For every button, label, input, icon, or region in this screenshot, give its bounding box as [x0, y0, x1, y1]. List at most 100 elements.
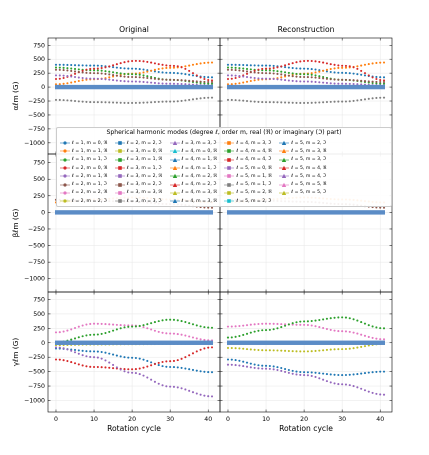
data-point — [371, 391, 374, 394]
data-point — [261, 101, 264, 104]
data-point — [207, 346, 210, 349]
data-point — [188, 354, 191, 357]
data-point — [284, 323, 287, 326]
data-point — [360, 345, 363, 348]
data-point — [169, 71, 172, 74]
data-point — [306, 371, 309, 374]
data-point — [115, 323, 118, 326]
data-point — [356, 65, 359, 68]
data-point — [119, 101, 122, 104]
data-point — [58, 63, 61, 66]
data-point — [382, 79, 386, 82]
data-point — [180, 66, 183, 69]
data-point — [348, 78, 351, 82]
data-point — [272, 365, 275, 368]
legend-marker — [279, 174, 290, 179]
legend-marker — [60, 191, 70, 195]
data-point — [363, 372, 367, 375]
data-point — [348, 100, 351, 103]
data-point — [375, 77, 378, 81]
data-point — [77, 352, 80, 355]
data-point — [146, 376, 149, 379]
legend-entry-label: ℓ = 2, m = 2, ℑ — [72, 198, 107, 204]
legend-marker — [60, 174, 70, 178]
legend-entry: ℓ = 2, m = 0, ℜ — [60, 164, 115, 172]
series-l2m0R — [54, 59, 214, 82]
data-point — [280, 349, 283, 352]
data-point — [112, 323, 115, 326]
data-point — [280, 326, 283, 329]
data-point — [322, 101, 325, 104]
data-point — [299, 67, 302, 70]
data-point — [352, 318, 355, 321]
data-point — [92, 77, 96, 80]
data-point — [325, 81, 328, 85]
data-point — [284, 367, 287, 371]
data-point — [322, 327, 325, 330]
data-point — [367, 390, 370, 393]
data-point — [81, 71, 84, 74]
data-point — [66, 359, 69, 363]
data-point — [242, 99, 245, 102]
data-point — [165, 71, 168, 74]
legend-entry-label: ℓ = 1, m = 1, ℑ — [72, 157, 107, 163]
data-point — [66, 329, 69, 332]
series-l2m1R — [54, 346, 214, 398]
data-point — [108, 101, 111, 104]
data-point — [299, 60, 302, 63]
data-point — [341, 330, 344, 333]
data-point — [257, 100, 260, 103]
data-point — [123, 61, 126, 64]
data-point — [367, 97, 370, 100]
data-point — [287, 101, 290, 104]
data-point — [333, 373, 336, 376]
data-point — [146, 70, 149, 73]
data-point — [146, 327, 149, 330]
data-point — [310, 68, 313, 71]
data-point — [257, 367, 260, 370]
data-point — [199, 76, 202, 79]
data-point — [276, 101, 279, 104]
legend-entry: ℓ = 5, m = 3, ℜ — [279, 147, 334, 155]
data-point — [203, 80, 206, 83]
data-point — [348, 65, 351, 68]
data-point — [360, 372, 363, 375]
data-point — [188, 322, 191, 325]
data-point — [371, 80, 374, 83]
data-point — [58, 77, 61, 80]
data-point — [242, 69, 245, 72]
data-point — [230, 363, 233, 366]
data-point — [70, 349, 73, 352]
data-point — [161, 67, 164, 70]
data-point — [299, 75, 302, 78]
data-point — [176, 366, 179, 369]
data-point — [108, 76, 111, 79]
data-point — [131, 371, 134, 374]
data-point — [314, 68, 317, 71]
data-point — [108, 78, 111, 81]
data-point — [234, 74, 237, 77]
data-point — [184, 356, 187, 359]
data-point — [58, 98, 61, 102]
data-point — [291, 350, 294, 353]
data-point — [54, 68, 58, 71]
legend-entry: ℓ = 5, m = 2, ℑ — [279, 139, 334, 147]
data-point — [257, 64, 260, 67]
data-point — [264, 67, 268, 70]
data-point — [70, 338, 73, 341]
legend-marker — [60, 158, 70, 162]
data-point — [127, 80, 130, 83]
data-point — [85, 77, 88, 80]
data-point — [100, 72, 103, 75]
data-point — [333, 382, 336, 385]
data-point — [199, 97, 202, 100]
data-point — [157, 82, 160, 85]
data-point — [318, 372, 321, 375]
legend-entry: ℓ = 2, m = 2, ℑ — [114, 139, 170, 147]
data-point — [157, 364, 160, 367]
data-point — [249, 348, 252, 351]
data-point — [382, 393, 386, 396]
data-point — [89, 365, 92, 368]
legend-marker — [114, 174, 125, 179]
data-point — [131, 73, 134, 76]
